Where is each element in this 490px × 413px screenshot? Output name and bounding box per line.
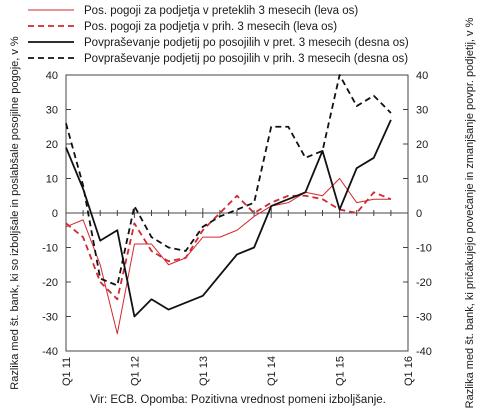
y-left-tick-label: 0	[52, 208, 58, 220]
source-note: Vir: ECB. Opomba: Pozitivna vrednost pom…	[90, 394, 386, 406]
y-right-tick-label: -40	[416, 346, 432, 358]
series-line-1	[65, 178, 391, 335]
legend-label-2: Pos. pogoji za podjetja v prih. 3 meseci…	[84, 21, 337, 33]
y-axis-right: 40 30 20 10 0 -10 -20 -30 -40	[403, 70, 432, 358]
x-tick-label: Q1 11	[61, 357, 73, 386]
y-left-tick-label: 30	[46, 105, 58, 117]
y-right-tick-label: 40	[416, 70, 428, 82]
y-left-tick-label: 20	[46, 139, 58, 151]
y-left-tick-label: 10	[46, 174, 58, 186]
y-right-tick-label: 10	[416, 174, 428, 186]
y-right-tick-label: 0	[416, 208, 422, 220]
y-axis-left-title: Razlika med št. bank, ki so izboljšale i…	[9, 36, 21, 390]
x-tick-label: Q1 16	[403, 356, 415, 386]
y-left-tick-label: 40	[46, 70, 58, 82]
y-right-tick-label: -20	[416, 277, 432, 289]
series-line-3	[65, 119, 392, 318]
y-axis-left: 40 30 20 10 0 -10 -20 -30 -40	[42, 70, 71, 358]
x-tick-label: Q1 12	[129, 356, 141, 386]
y-right-tick-label: -10	[416, 243, 432, 255]
series-group	[65, 74, 392, 335]
y-left-tick-label: -10	[42, 243, 58, 255]
y-right-tick-label: 20	[416, 139, 428, 151]
series-line-4	[65, 74, 392, 287]
legend-label-4: Povpraševanje podjetij po posojilih v pr…	[84, 53, 408, 65]
y-axis-right-title: Razlika med št. bank, ki pričakujejo pov…	[464, 17, 476, 408]
y-left-tick-label: -30	[42, 312, 58, 324]
y-left-tick-label: -40	[42, 346, 58, 358]
x-tick-label: Q1 14	[266, 356, 278, 386]
legend-label-3: Povpraševanje podjetij po posojilih v pr…	[84, 37, 409, 49]
x-tick-label: Q1 15	[335, 356, 347, 386]
legend: Pos. pogoji za podjetja v preteklih 3 me…	[28, 5, 409, 65]
x-axis: Q1 11 Q1 12 Q1 13 Q1 14 Q1 15 Q1 16	[61, 208, 415, 386]
series-line-2	[65, 191, 392, 301]
y-right-tick-label: -30	[416, 312, 432, 324]
legend-label-1: Pos. pogoji za podjetja v preteklih 3 me…	[84, 5, 358, 17]
y-left-tick-label: -20	[42, 277, 58, 289]
x-tick-label: Q1 13	[198, 356, 210, 386]
y-right-tick-label: 30	[416, 105, 428, 117]
